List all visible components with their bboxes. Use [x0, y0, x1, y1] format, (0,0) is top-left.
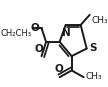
Text: O: O: [31, 23, 39, 33]
Text: CH₃: CH₃: [91, 16, 108, 25]
Text: CH₃: CH₃: [85, 72, 102, 81]
Text: S: S: [90, 43, 97, 53]
Text: O: O: [54, 64, 63, 74]
Text: N: N: [62, 28, 71, 38]
Text: O: O: [35, 44, 44, 54]
Text: CH₂CH₃: CH₂CH₃: [1, 29, 32, 38]
